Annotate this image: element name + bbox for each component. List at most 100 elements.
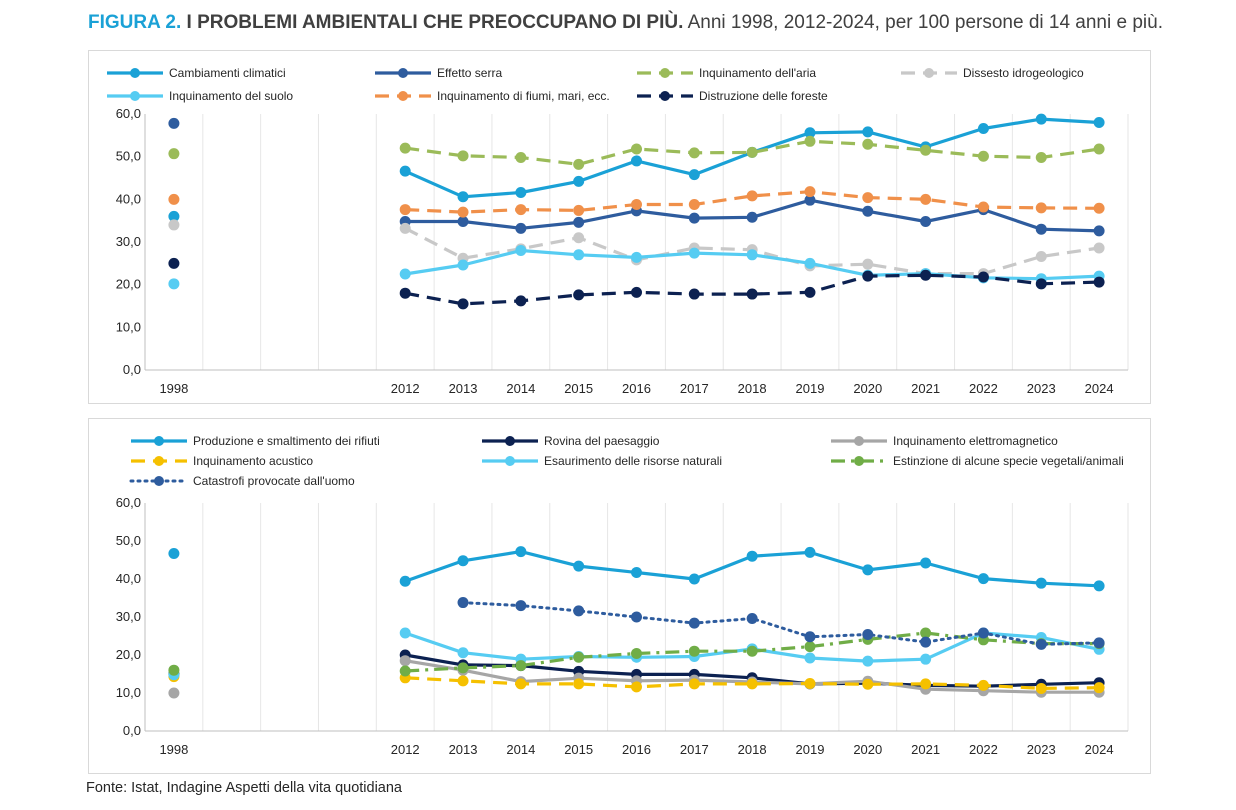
data-point xyxy=(1093,580,1105,592)
legend-item-inquinamento-di-fiumi-mari-ecc: Inquinamento di fiumi, mari, ecc. xyxy=(375,89,610,103)
data-point xyxy=(168,278,180,290)
x-tick-labels: 1998 2012 2013 2014 2015 2016 2017 2018 2019 2020… xyxy=(159,381,1113,396)
data-point xyxy=(1093,117,1105,129)
legend-label: Rovina del paesaggio xyxy=(544,434,660,448)
y-tick-label: 40,0 xyxy=(116,571,141,586)
data-point xyxy=(804,135,816,147)
y-tick-label: 50,0 xyxy=(116,149,141,164)
legend-swatch-marker xyxy=(398,91,408,101)
data-point xyxy=(457,298,469,310)
series-line xyxy=(461,601,1101,646)
data-point xyxy=(746,146,758,158)
data-point xyxy=(515,245,527,257)
y-tick-labels: 0,0 10,0 20,0 30,0 40,0 50,0 60,0 xyxy=(116,495,141,738)
y-tick-label: 40,0 xyxy=(116,191,141,206)
data-point xyxy=(631,143,642,155)
data-point xyxy=(804,286,816,298)
data-point xyxy=(399,222,411,234)
data-point xyxy=(862,678,874,690)
data-point xyxy=(631,155,642,167)
data-point xyxy=(1093,143,1105,155)
data-point xyxy=(457,662,469,674)
legend-label: Produzione e smaltimento dei rifiuti xyxy=(193,434,380,448)
data-point xyxy=(515,660,527,672)
legend-swatch-marker xyxy=(854,456,864,466)
data-point xyxy=(862,258,874,270)
data-point xyxy=(457,675,469,687)
x-tick-label: 2024 xyxy=(1085,742,1114,757)
data-point xyxy=(399,165,411,177)
x-tick-label: 2022 xyxy=(969,742,998,757)
data-point xyxy=(168,193,180,205)
x-tick-label: 2013 xyxy=(449,381,478,396)
data-point xyxy=(920,557,932,569)
y-tick-label: 30,0 xyxy=(116,234,141,249)
series-distruzione-delle-foreste xyxy=(168,257,1105,310)
legend-label: Inquinamento del suolo xyxy=(169,89,293,103)
data-point xyxy=(1093,682,1105,694)
x-tick-label: 2020 xyxy=(853,381,882,396)
series-inquinamento-di-fiumi-mari-ecc xyxy=(168,186,1105,218)
y-tick-label: 0,0 xyxy=(123,723,141,738)
data-point xyxy=(515,187,527,199)
data-point xyxy=(977,679,989,691)
data-point xyxy=(168,210,180,222)
legend-swatch-marker xyxy=(398,68,408,78)
data-point xyxy=(1093,637,1105,649)
data-point xyxy=(573,249,585,261)
x-tick-label: 2021 xyxy=(911,381,940,396)
x-tick-label: 2023 xyxy=(1027,381,1056,396)
data-point xyxy=(1035,223,1047,235)
legend-label: Catastrofi provocate dall'uomo xyxy=(193,474,355,488)
data-point xyxy=(457,150,469,162)
x-tick-label: 2023 xyxy=(1027,742,1056,757)
x-tick-label: 1998 xyxy=(159,742,188,757)
data-point xyxy=(920,193,932,205)
legend-label: Inquinamento dell'aria xyxy=(699,66,816,80)
legend-label: Esaurimento delle risorse naturali xyxy=(544,454,722,468)
data-point xyxy=(573,560,585,572)
data-point xyxy=(168,548,180,560)
x-tick-label: 2021 xyxy=(911,742,940,757)
data-point xyxy=(804,631,816,643)
legend-label: Effetto serra xyxy=(437,66,502,80)
data-point xyxy=(746,678,758,690)
legend-swatch-marker xyxy=(154,476,164,486)
data-point xyxy=(746,211,758,223)
data-point xyxy=(399,575,411,587)
data-point xyxy=(862,628,874,640)
gridlines xyxy=(144,114,1129,370)
data-point xyxy=(746,550,758,562)
data-point xyxy=(168,117,180,129)
data-point xyxy=(804,186,816,198)
x-tick-label: 2022 xyxy=(969,381,998,396)
data-point xyxy=(399,655,411,667)
data-point xyxy=(977,150,989,162)
data-point xyxy=(920,678,932,690)
figure-main-title: I PROBLEMI AMBIENTALI CHE PREOCCUPANO DI… xyxy=(186,12,684,33)
data-point xyxy=(573,204,585,216)
legend: Produzione e smaltimento dei rifiuti Rovi… xyxy=(129,434,1124,488)
y-tick-label: 10,0 xyxy=(116,685,141,700)
data-point xyxy=(1035,113,1047,125)
y-tick-label: 20,0 xyxy=(116,277,141,292)
x-tick-label: 2014 xyxy=(506,742,535,757)
data-point xyxy=(515,204,527,216)
x-tick-label: 2020 xyxy=(853,742,882,757)
y-tick-label: 10,0 xyxy=(116,319,141,334)
data-point xyxy=(573,289,585,301)
data-point xyxy=(688,617,700,629)
legend-swatch-marker xyxy=(154,456,164,466)
series-inquinamento-dell-aria xyxy=(168,135,1105,170)
data-point xyxy=(168,687,180,699)
data-point xyxy=(804,194,816,206)
chart-bottom: 0,0 10,0 20,0 30,0 40,0 50,0 60,0 1998 2012 2013 2… xyxy=(116,434,1129,757)
data-point xyxy=(399,204,411,216)
data-point xyxy=(746,249,758,261)
legend-item-produzione-e-smaltimento-dei-rifiuti: Produzione e smaltimento dei rifiuti xyxy=(131,434,380,448)
y-tick-label: 60,0 xyxy=(116,106,141,121)
data-point xyxy=(862,270,874,282)
legend-item-catastrofi-provocate-dall-uomo: Catastrofi provocate dall'uomo xyxy=(129,474,355,488)
data-point xyxy=(399,627,411,639)
data-point xyxy=(688,645,700,657)
